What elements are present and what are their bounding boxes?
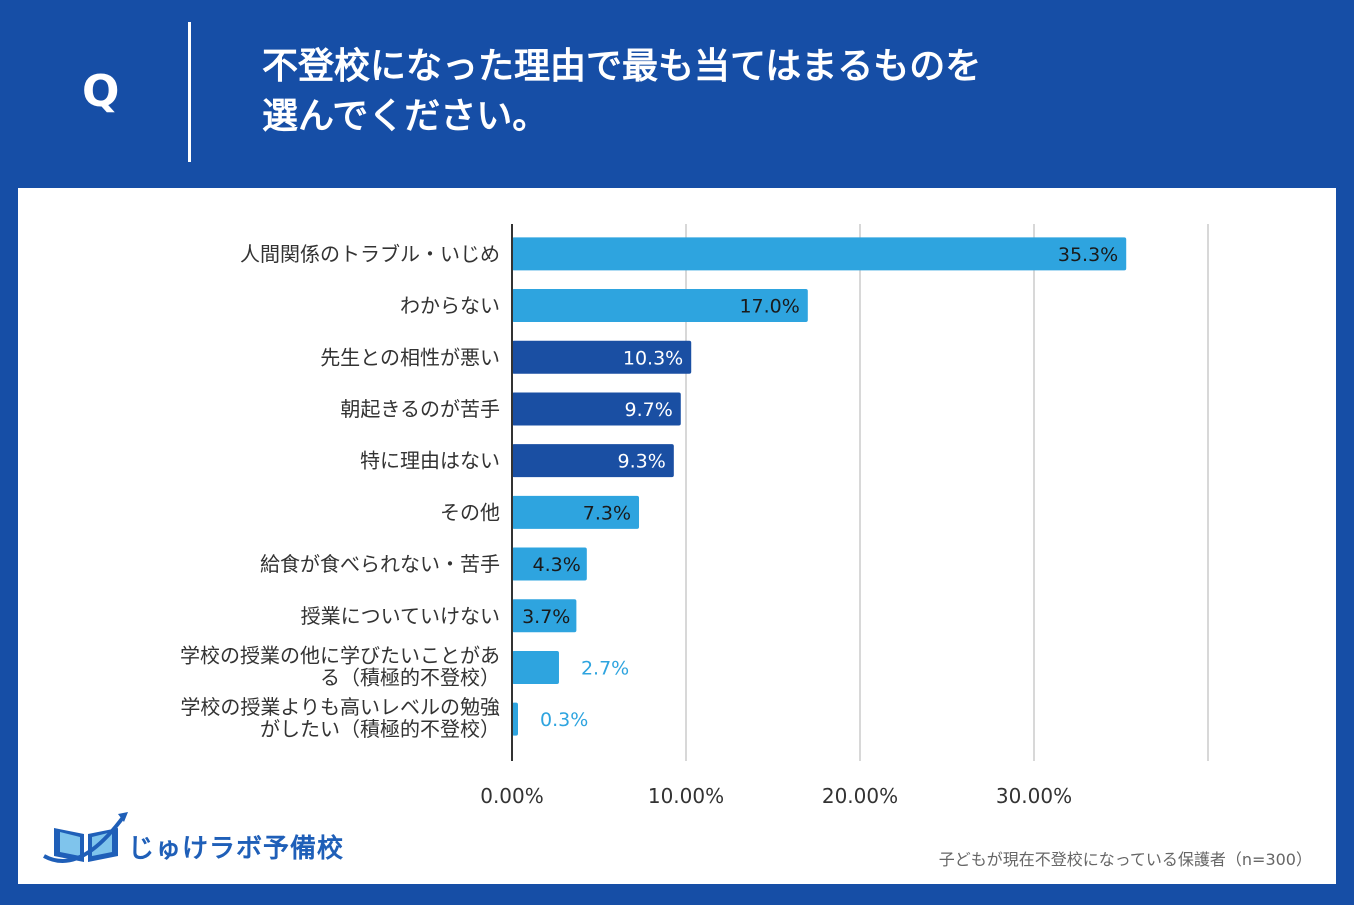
- bar: [512, 599, 577, 633]
- x-tick-label: 0.00%: [480, 784, 544, 808]
- bar: [512, 547, 587, 581]
- bar: [512, 340, 692, 374]
- value-label: 17.0%: [739, 296, 799, 318]
- value-label: 9.3%: [618, 451, 666, 473]
- x-tick-label: 30.00%: [996, 784, 1072, 808]
- chart-panel: 人間関係のトラブル・いじめ 35.3% わからない 17.0% 先生との相性が悪い 10.…: [18, 188, 1336, 884]
- bar: [512, 702, 518, 736]
- bar: [512, 392, 681, 426]
- value-label: 9.7%: [624, 399, 672, 421]
- value-label: 0.3%: [540, 709, 588, 731]
- header-separator: [188, 22, 191, 162]
- bar: [512, 444, 674, 478]
- bar: [512, 237, 1127, 271]
- category-label: 特に理由はない: [360, 449, 500, 473]
- question-title-line1: 不登校になった理由で最も当てはまるものを: [262, 46, 982, 87]
- value-label: 7.3%: [583, 502, 631, 524]
- bar: [512, 495, 640, 529]
- category-label: がしたい（積極的不登校）: [260, 717, 500, 741]
- question-mark: Q: [82, 66, 120, 117]
- category-label: 朝起きるのが苦手: [340, 397, 500, 421]
- x-tick-label: 10.00%: [648, 784, 724, 808]
- category-label: 人間関係のトラブル・いじめ: [240, 242, 500, 266]
- x-tick-label: 20.00%: [822, 784, 898, 808]
- category-label: 学校の授業よりも高いレベルの勉強: [180, 695, 500, 719]
- sample-note: 子どもが現在不登校になっている保護者（n=300）: [938, 850, 1312, 869]
- value-label: 2.7%: [581, 657, 629, 679]
- category-label: 先生との相性が悪い: [320, 345, 500, 369]
- value-label: 10.3%: [623, 347, 683, 369]
- question-title-line2: 選んでください。: [262, 96, 549, 137]
- category-label: 給食が食べられない・苦手: [260, 552, 500, 576]
- bar-chart: 人間関係のトラブル・いじめ 35.3% わからない 17.0% 先生との相性が悪い 10.…: [180, 224, 1209, 808]
- category-label: 授業についていけない: [301, 604, 500, 628]
- value-label: 35.3%: [1058, 244, 1118, 266]
- category-label: 学校の授業の他に学びたいことがあ: [180, 643, 500, 667]
- value-label: 3.7%: [522, 606, 570, 628]
- value-label: 4.3%: [533, 554, 581, 576]
- category-label: る（積極的不登校）: [320, 665, 500, 689]
- question-title: 不登校になった理由で最も当てはまるものを 選んでください。: [262, 42, 1322, 142]
- bar: [512, 650, 559, 684]
- category-label: その他: [440, 500, 500, 524]
- logo-text: じゅけラボ予備校: [128, 834, 345, 864]
- bar: [512, 289, 808, 323]
- logo-book-icon: [43, 812, 128, 863]
- category-label: わからない: [400, 294, 500, 318]
